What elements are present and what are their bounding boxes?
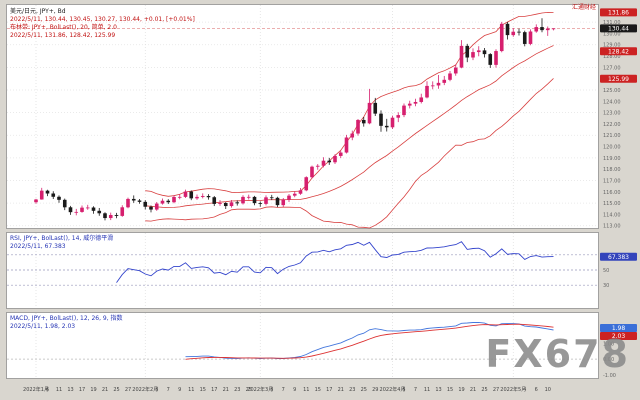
svg-text:4: 4 [523, 387, 526, 393]
svg-text:15: 15 [315, 387, 321, 393]
grid [7, 5, 597, 377]
svg-text:123.00: 123.00 [603, 111, 621, 117]
fx678-watermark: FX678 [485, 332, 630, 376]
svg-text:6: 6 [535, 387, 538, 393]
svg-text:3: 3 [270, 387, 273, 393]
svg-text:120.00: 120.00 [603, 145, 621, 151]
svg-text:29: 29 [372, 387, 378, 393]
svg-text:17: 17 [79, 387, 85, 393]
svg-text:128.00: 128.00 [603, 54, 621, 60]
svg-text:25: 25 [113, 387, 119, 393]
svg-text:21: 21 [223, 387, 229, 393]
svg-text:25: 25 [481, 387, 487, 393]
macd-indicator [7, 321, 597, 360]
svg-text:7: 7 [167, 387, 170, 393]
svg-text:9: 9 [293, 387, 296, 393]
svg-text:114.00: 114.00 [603, 212, 621, 218]
candles-series [34, 18, 556, 221]
svg-text:113.00: 113.00 [603, 224, 621, 230]
svg-text:21: 21 [338, 387, 344, 393]
svg-text:67.383: 67.383 [608, 254, 629, 261]
svg-text:117.00: 117.00 [603, 178, 621, 184]
svg-text:5: 5 [402, 387, 405, 393]
svg-text:15: 15 [200, 387, 206, 393]
svg-text:130.44: 130.44 [608, 25, 629, 32]
svg-text:1.00: 1.00 [603, 341, 614, 347]
svg-text:13: 13 [67, 387, 73, 393]
svg-text:21: 21 [102, 387, 108, 393]
svg-text:7: 7 [282, 387, 285, 393]
svg-text:25: 25 [361, 387, 367, 393]
panels[interactable] [6, 4, 599, 379]
panel-macd[interactable] [6, 312, 599, 379]
svg-text:116.00: 116.00 [603, 190, 621, 196]
svg-text:17: 17 [326, 387, 332, 393]
svg-text:119.00: 119.00 [603, 156, 621, 162]
svg-text:131.86: 131.86 [608, 9, 629, 16]
svg-text:128.42: 128.42 [608, 48, 629, 55]
svg-text:10: 10 [545, 387, 551, 393]
svg-text:30: 30 [603, 283, 609, 289]
svg-text:7: 7 [414, 387, 417, 393]
svg-text:17: 17 [211, 387, 217, 393]
svg-text:19: 19 [90, 387, 96, 393]
svg-text:2022年1月: 2022年1月 [23, 386, 49, 393]
svg-text:124.00: 124.00 [603, 99, 621, 105]
panel-rsi[interactable] [6, 232, 599, 309]
svg-text:1.98: 1.98 [612, 325, 626, 332]
svg-text:127.00: 127.00 [603, 65, 621, 71]
svg-text:25: 25 [246, 387, 252, 393]
panel-main[interactable] [6, 4, 599, 229]
svg-text:19: 19 [458, 387, 464, 393]
svg-text:121.00: 121.00 [603, 133, 621, 139]
svg-text:27: 27 [125, 387, 131, 393]
svg-text:2022年5月: 2022年5月 [500, 386, 526, 393]
svg-text:11: 11 [424, 387, 430, 393]
svg-text:11: 11 [188, 387, 194, 393]
price-axis[interactable]: 113.00 114.00 115.00 116.00 117.00 118.00 119.… [603, 9, 621, 379]
svg-text:-1.00: -1.00 [603, 373, 616, 379]
svg-text:122.00: 122.00 [603, 122, 621, 128]
svg-text:2.03: 2.03 [612, 333, 626, 340]
svg-text:11: 11 [56, 387, 62, 393]
svg-text:23: 23 [234, 387, 240, 393]
svg-text:11: 11 [303, 387, 309, 393]
svg-text:2022年4月: 2022年4月 [380, 386, 406, 393]
svg-text:2022年2月: 2022年2月 [132, 386, 158, 393]
svg-text:129.00: 129.00 [603, 43, 621, 49]
svg-text:125.00: 125.00 [603, 88, 621, 94]
svg-text:131.00: 131.00 [603, 20, 621, 26]
rsi-indicator [7, 241, 597, 286]
svg-text:50: 50 [603, 268, 609, 274]
svg-text:15: 15 [447, 387, 453, 393]
svg-text:115.00: 115.00 [603, 201, 621, 207]
svg-text:2022年3月: 2022年3月 [247, 386, 273, 393]
svg-text:23: 23 [349, 387, 355, 393]
svg-text:27: 27 [493, 387, 499, 393]
svg-text:6: 6 [46, 387, 49, 393]
svg-text:21: 21 [470, 387, 476, 393]
svg-text:125.99: 125.99 [608, 76, 629, 83]
axis-badges: 131.86 130.44 128.42 125.99 67.383 1.982.03 [600, 8, 637, 341]
site-brand: 汇通财经 [571, 4, 596, 11]
svg-text:9: 9 [178, 387, 181, 393]
svg-text:3: 3 [155, 387, 158, 393]
svg-text:130.00: 130.00 [603, 31, 621, 37]
svg-text:0.00: 0.00 [603, 357, 614, 363]
svg-text:13: 13 [435, 387, 441, 393]
svg-text:118.00: 118.00 [603, 167, 621, 173]
